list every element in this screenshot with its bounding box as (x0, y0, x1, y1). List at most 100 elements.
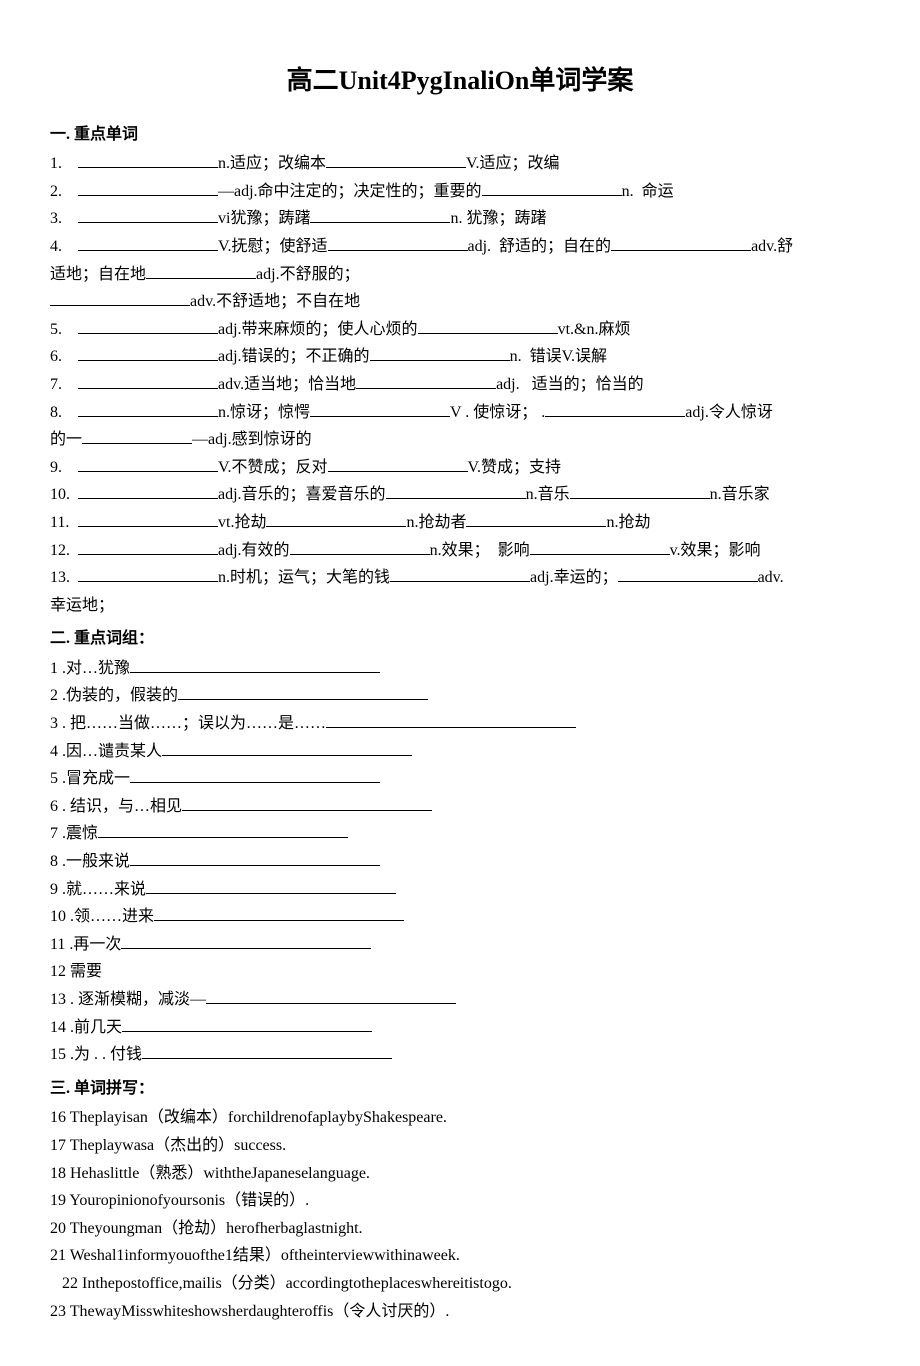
blank-field[interactable] (78, 235, 218, 251)
blank-field[interactable] (50, 290, 190, 306)
blank-field[interactable] (386, 483, 526, 499)
blank-field[interactable] (78, 539, 218, 555)
blank-field[interactable] (142, 1043, 392, 1059)
blank-field[interactable] (130, 850, 380, 866)
blank-field[interactable] (328, 456, 468, 472)
blank-field[interactable] (78, 483, 218, 499)
blank-field[interactable] (78, 401, 218, 417)
vocab-number: 3. (50, 206, 78, 232)
blank-field[interactable] (570, 483, 710, 499)
phrase-text: .因…谴责某人 (62, 743, 162, 760)
phrase-number: 1 (50, 660, 62, 677)
vocab-number: 13. (50, 565, 78, 591)
vocab-definition: n.时机；运气；大笔的钱 (218, 569, 390, 586)
vocab-row: 7.adv.适当地；恰当地adj. 适当的；恰当的 (50, 372, 870, 398)
blank-field[interactable] (78, 566, 218, 582)
phrase-text: .一般来说 (62, 853, 130, 870)
phrase-row: 15 .为 . . 付钱 (50, 1042, 870, 1068)
sentence-list: 16 Theplayisan（改编本）forchildrenofaplaybyS… (50, 1105, 870, 1324)
phrase-row: 14 .前几天 (50, 1015, 870, 1041)
vocab-definition: adj.音乐的；喜爱音乐的 (218, 486, 386, 503)
blank-field[interactable] (146, 263, 256, 279)
sentence-text: Weshal1informyouofthe1结果）oftheintervieww… (70, 1247, 460, 1264)
vocab-definition: n. 错误V.误解 (510, 348, 608, 365)
vocab-number: 2. (50, 179, 78, 205)
blank-field[interactable] (98, 822, 348, 838)
vocab-definition: —adj.命中注定的；决定性的；重要的 (218, 183, 482, 200)
vocab-definition: adj.错误的；不正确的 (218, 348, 370, 365)
blank-field[interactable] (78, 456, 218, 472)
vocab-number: 1. (50, 151, 78, 177)
vocab-definition: n.惊讶；惊愕 (218, 404, 310, 421)
vocab-number: 4. (50, 234, 78, 260)
blank-field[interactable] (530, 539, 670, 555)
vocab-row: 10.adj.音乐的；喜爱音乐的n.音乐n.音乐家 (50, 482, 870, 508)
blank-field[interactable] (182, 795, 432, 811)
phrase-row: 2 .伪装的，假装的 (50, 683, 870, 709)
blank-field[interactable] (82, 428, 192, 444)
blank-field[interactable] (121, 933, 371, 949)
blank-field[interactable] (326, 152, 466, 168)
phrase-text: .震惊 (62, 825, 98, 842)
blank-field[interactable] (78, 318, 218, 334)
phrase-row: 11 .再一次 (50, 932, 870, 958)
sentence-number: 20 (50, 1220, 70, 1237)
blank-field[interactable] (146, 878, 396, 894)
blank-field[interactable] (78, 207, 218, 223)
blank-field[interactable] (310, 401, 450, 417)
phrase-number: 14 (50, 1019, 70, 1036)
blank-field[interactable] (78, 373, 218, 389)
vocab-row: 9.V.不赞成；反对V.赞成；支持 (50, 455, 870, 481)
vocab-row: 11.vt.抢劫n.抢劫者n.抢劫 (50, 510, 870, 536)
blank-field[interactable] (78, 511, 218, 527)
vocab-row: 4.V.抚慰；使舒适adj. 舒适的；自在的adv.舒 (50, 234, 870, 260)
vocab-row: 8.n.惊讶；惊愕V . 使惊讶； .adj.令人惊讶 (50, 400, 870, 426)
blank-field[interactable] (418, 318, 558, 334)
blank-field[interactable] (326, 712, 576, 728)
blank-field[interactable] (122, 1016, 372, 1032)
blank-field[interactable] (390, 566, 530, 582)
sentence-row: 17 Theplaywasa（杰出的）success. (50, 1133, 870, 1159)
blank-field[interactable] (290, 539, 430, 555)
blank-field[interactable] (78, 152, 218, 168)
phrase-row: 5 .冒充成一 (50, 766, 870, 792)
blank-field[interactable] (130, 767, 380, 783)
sentence-row: 20 Theyoungman（抢劫）herofherbaglastnight. (50, 1216, 870, 1242)
vocab-number: 12. (50, 538, 78, 564)
phrase-row: 9 .就……来说 (50, 877, 870, 903)
vocab-definition: adv.适当地；恰当地 (218, 376, 356, 393)
blank-field[interactable] (356, 373, 496, 389)
vocab-definition: n.抢劫者 (406, 514, 466, 531)
blank-field[interactable] (206, 988, 456, 1004)
blank-field[interactable] (611, 235, 751, 251)
phrase-number: 8 (50, 853, 62, 870)
blank-field[interactable] (370, 345, 510, 361)
blank-field[interactable] (310, 207, 450, 223)
vocab-cont-text: 的一 (50, 431, 82, 448)
blank-field[interactable] (482, 180, 622, 196)
blank-field[interactable] (545, 401, 685, 417)
blank-field[interactable] (328, 235, 468, 251)
blank-field[interactable] (266, 511, 406, 527)
vocab-cont-text: adv.不舒适地；不自在地 (190, 293, 360, 310)
vocab-continuation: 的一—adj.感到惊讶的 (50, 427, 870, 453)
blank-field[interactable] (78, 180, 218, 196)
blank-field[interactable] (618, 566, 758, 582)
blank-field[interactable] (78, 345, 218, 361)
vocab-definition: n.音乐 (526, 486, 570, 503)
blank-field[interactable] (154, 905, 404, 921)
blank-field[interactable] (130, 657, 380, 673)
sentence-text: Inthepostoffice,mailis（分类）accordingtothe… (82, 1275, 512, 1292)
vocab-row: 1.n.适应；改编本V.适应；改编 (50, 151, 870, 177)
blank-field[interactable] (466, 511, 606, 527)
phrase-row: 12 需要 (50, 959, 870, 985)
vocab-definition: adv.舒 (751, 238, 793, 255)
blank-field[interactable] (178, 684, 428, 700)
vocab-definition: adj.令人惊讶 (685, 404, 773, 421)
phrase-text: .冒充成一 (62, 770, 130, 787)
sentence-number: 17 (50, 1137, 70, 1154)
vocab-definition: adj.带来麻烦的；使人心烦的 (218, 321, 418, 338)
sentence-number: 19 (50, 1192, 69, 1209)
blank-field[interactable] (162, 740, 412, 756)
sentence-text: Hehaslittle（熟悉）withtheJapaneselanguage. (70, 1165, 370, 1182)
